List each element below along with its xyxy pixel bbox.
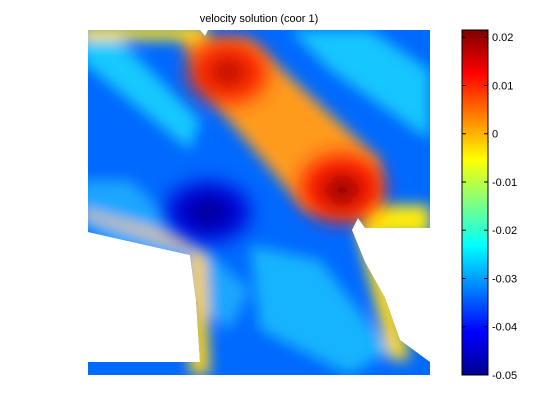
colorbar-tick-label: 0: [492, 129, 498, 141]
colorbar: [461, 29, 489, 376]
heatmap-cyan-band-right: [290, 30, 430, 140]
heatmap-hot-spot-center-core: [322, 174, 362, 206]
colorbar-tick-label: -0.05: [492, 370, 517, 382]
chart-title: velocity solution (coor 1): [200, 13, 319, 25]
heatmap-cyan-band-lower: [250, 245, 390, 375]
heatmap-yellow-edge-right: [365, 205, 430, 235]
colorbar-tick-label: 0.01: [492, 80, 513, 92]
heatmap-yellow-edge-top: [88, 30, 210, 40]
colorbar-tick-label: 0.02: [492, 32, 513, 44]
heatmap-plot: [88, 30, 430, 375]
colorbar-tick-label: -0.02: [492, 225, 517, 237]
heatmap-extrema: [166, 40, 384, 242]
colorbar-tick-label: -0.03: [492, 273, 517, 285]
colorbar-tick-label: -0.04: [492, 322, 517, 334]
colorbar-ticks: 0.02 0.01 0 -0.01 -0.02 -0.03 -0.04 -0.05: [462, 32, 517, 382]
heatmap-hot-spot-upper-left-core: [210, 58, 246, 86]
heatmap-cold-spot-core: [188, 197, 228, 227]
colorbar-tick-label: -0.01: [492, 177, 517, 189]
heatmap-yellow-edge-left: [88, 210, 190, 250]
heatmap-cyan-band-left: [88, 40, 200, 150]
